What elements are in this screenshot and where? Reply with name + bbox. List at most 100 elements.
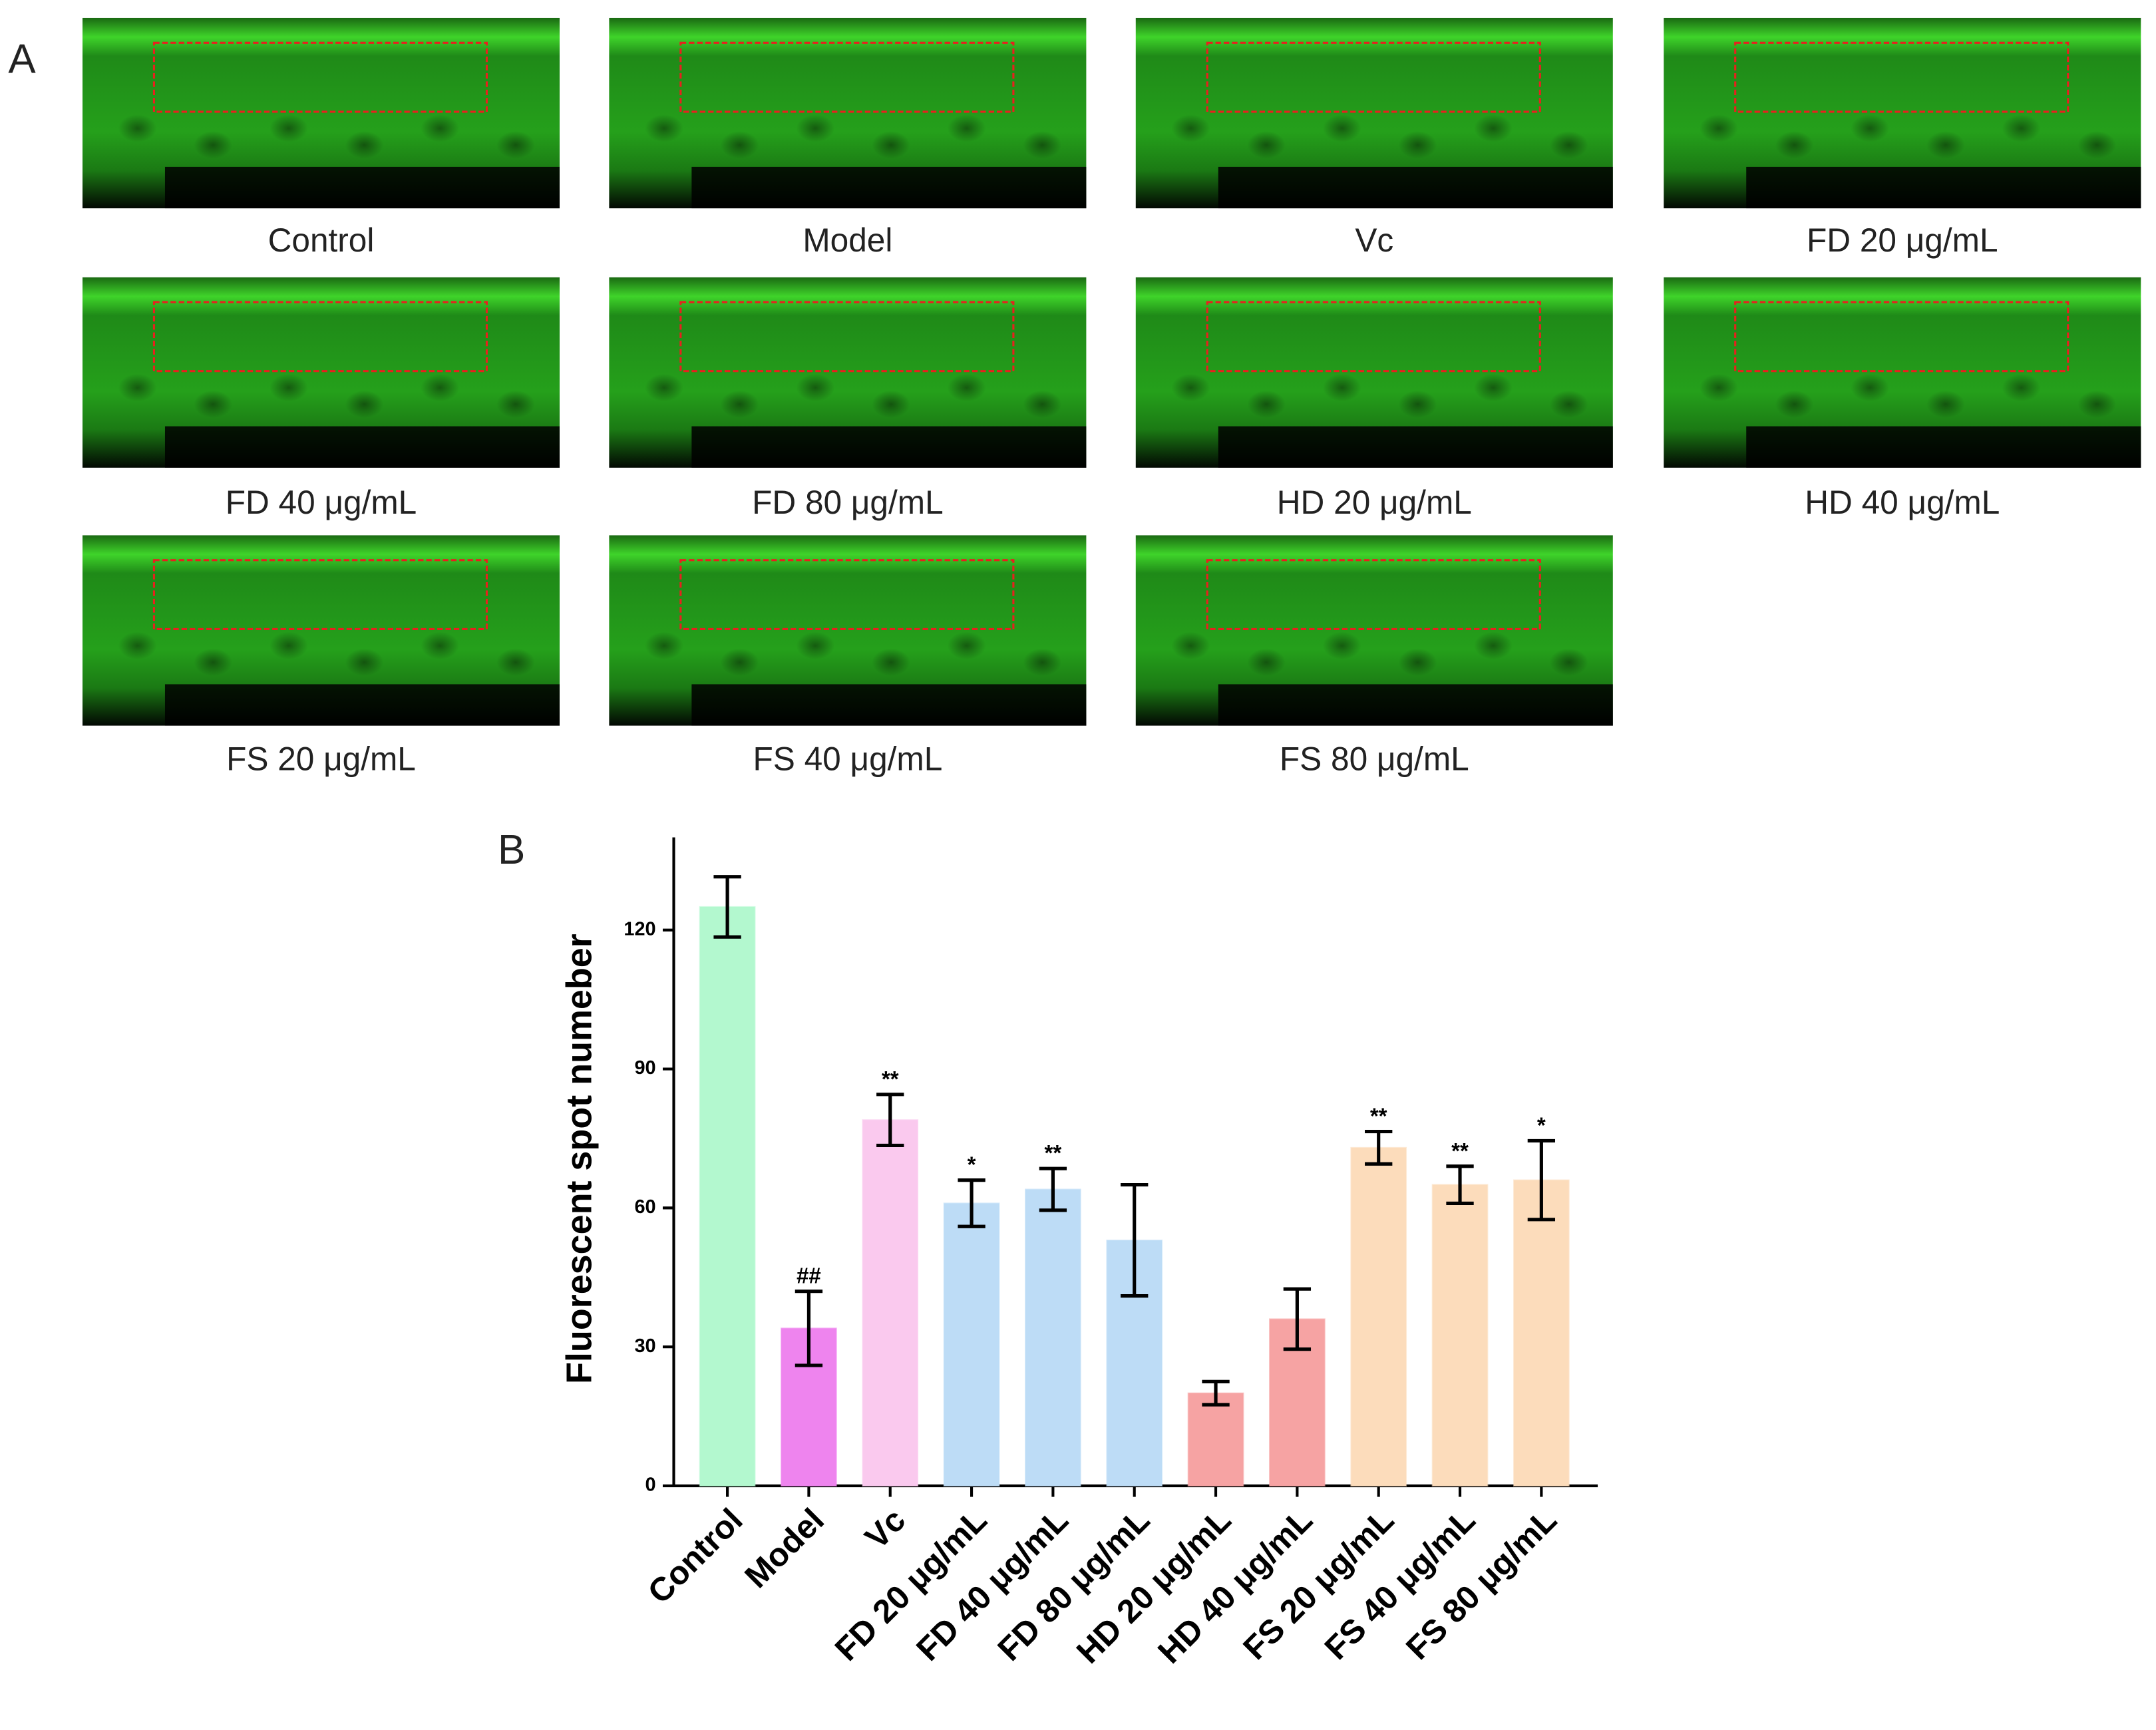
y-tick-label: 0 <box>645 1474 656 1496</box>
micrograph-dark-spot <box>645 114 683 142</box>
micrograph-dark-spot <box>2077 390 2117 419</box>
caption: Control <box>268 222 375 259</box>
panel-label: B <box>498 827 525 873</box>
micrograph-dark-spot <box>1549 130 1588 159</box>
micrograph-dark-spot <box>496 648 535 676</box>
micrograph-shadow <box>691 166 1087 209</box>
micrograph-dark-spot <box>1699 114 1738 142</box>
y-tick-label: 120 <box>624 918 655 940</box>
micrograph-dark-spot <box>1023 390 1062 419</box>
bar <box>943 1202 1000 1487</box>
micrograph-dark-spot <box>1775 130 1814 159</box>
micrograph-dark-spot <box>1699 373 1738 402</box>
region-box <box>1206 559 1541 631</box>
y-tick-label: 60 <box>634 1196 655 1218</box>
micrograph-shadow <box>691 684 1087 726</box>
error-bar <box>876 1093 904 1148</box>
micrograph-dark-spot <box>421 631 460 660</box>
bar <box>862 1119 919 1487</box>
x-tick-label: Vc <box>858 1501 912 1556</box>
error-bar <box>713 875 741 939</box>
y-tick-label: 30 <box>634 1335 655 1357</box>
bar <box>1025 1188 1081 1487</box>
y-tick-label: 90 <box>634 1057 655 1079</box>
region-box <box>679 301 1015 373</box>
region-box <box>1206 301 1541 373</box>
region-box <box>152 301 488 373</box>
micrograph-dark-spot <box>796 373 835 402</box>
micrograph-dark-spot <box>421 373 460 402</box>
micrograph-shadow <box>164 426 560 468</box>
significance-label: * <box>1537 1113 1546 1138</box>
bar <box>1187 1392 1244 1487</box>
caption: FD 80 μg/mL <box>752 484 944 521</box>
micrograph-dark-spot <box>194 390 233 419</box>
micrograph-dark-spot <box>1926 390 1965 419</box>
micrograph-dark-spot <box>1474 631 1513 660</box>
error-bar <box>958 1178 986 1228</box>
error-bar <box>795 1290 823 1367</box>
micrograph-shadow <box>164 684 560 726</box>
micrograph-dark-spot <box>1023 648 1062 676</box>
micrograph-dark-spot <box>720 130 759 159</box>
micrograph-dark-spot <box>270 373 308 402</box>
micrograph-dark-spot <box>1171 631 1210 660</box>
micrograph-shadow <box>1218 684 1613 726</box>
micrograph-dark-spot <box>1398 648 1437 676</box>
caption: Model <box>803 222 892 259</box>
micrograph-dark-spot <box>1322 114 1361 142</box>
micrograph-dark-spot <box>1247 648 1286 676</box>
x-tick-label: Control <box>641 1501 750 1611</box>
micrograph-dark-spot <box>645 631 683 660</box>
significance-label: ** <box>1451 1139 1469 1164</box>
micrograph-dark-spot <box>1851 114 1890 142</box>
micrograph-dark-spot <box>1474 114 1513 142</box>
caption: HD 40 μg/mL <box>1805 484 2000 521</box>
bar <box>1431 1184 1489 1487</box>
micrograph-dark-spot <box>118 373 157 402</box>
bar <box>1513 1179 1570 1487</box>
micrograph-dark-spot <box>2077 130 2117 159</box>
region-box <box>679 559 1015 631</box>
micrograph-dark-spot <box>194 130 233 159</box>
region-box <box>152 559 488 631</box>
bar <box>1350 1146 1407 1487</box>
micrograph-shadow <box>164 166 560 209</box>
micrograph-dark-spot <box>118 631 157 660</box>
caption: FD 20 μg/mL <box>1807 222 1998 259</box>
micrograph-dark-spot <box>1398 130 1437 159</box>
caption: FS 80 μg/mL <box>1280 741 1469 778</box>
caption: HD 20 μg/mL <box>1277 484 1472 521</box>
caption: FS 40 μg/mL <box>753 741 942 778</box>
micrograph-dark-spot <box>947 631 986 660</box>
error-bar <box>1121 1182 1149 1298</box>
micrograph-dark-spot <box>1247 390 1286 419</box>
y-axis-label: Fluorescent spot numeber <box>559 934 599 1384</box>
micrograph-dark-spot <box>1398 390 1437 419</box>
x-tick-label: Model <box>737 1501 831 1595</box>
error-bar <box>1283 1287 1312 1351</box>
micrograph-dark-spot <box>872 648 910 676</box>
micrograph-dark-spot <box>1775 390 1814 419</box>
error-bar <box>1446 1164 1474 1206</box>
micrograph-dark-spot <box>645 373 683 402</box>
micrograph-dark-spot <box>947 114 986 142</box>
micrograph-dark-spot <box>496 130 535 159</box>
micrograph-dark-spot <box>270 114 308 142</box>
micrograph-dark-spot <box>796 114 835 142</box>
micrograph-dark-spot <box>2002 373 2041 402</box>
error-bar <box>1039 1166 1067 1212</box>
significance-label: ## <box>797 1264 821 1289</box>
micrograph-dark-spot <box>421 114 460 142</box>
region-box <box>152 41 488 113</box>
error-bar <box>1527 1138 1556 1222</box>
region-box <box>1206 41 1541 113</box>
micrograph-dark-spot <box>1474 373 1513 402</box>
micrograph-dark-spot <box>1851 373 1890 402</box>
micrograph-dark-spot <box>194 648 233 676</box>
micrograph-dark-spot <box>118 114 157 142</box>
micrograph-shadow <box>1218 426 1613 468</box>
micrograph-dark-spot <box>1171 373 1210 402</box>
micrograph-dark-spot <box>1247 130 1286 159</box>
